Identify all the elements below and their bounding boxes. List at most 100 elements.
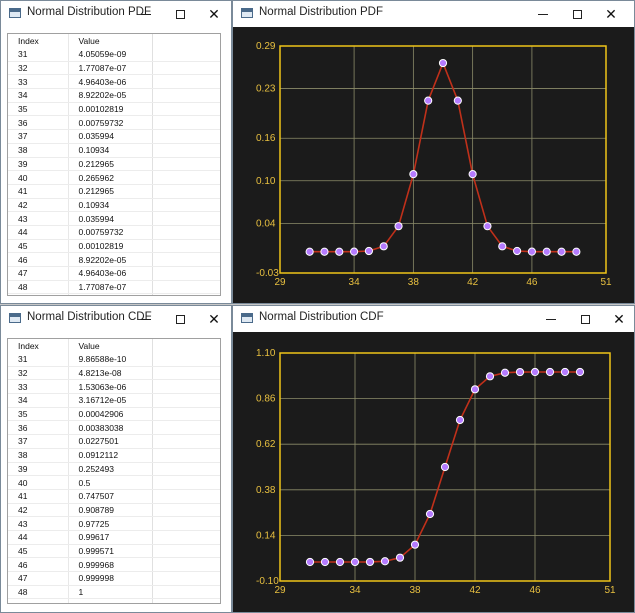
cell-index[interactable]: 47 [8,571,68,586]
table-row[interactable]: 43 0.035994 [8,211,220,226]
cell-value[interactable]: 0.99617 [67,530,152,545]
cell-index[interactable]: 39 [8,157,68,172]
cell-value[interactable]: 4.8213e-08 [67,366,152,381]
cell-index[interactable]: 43 [8,211,68,226]
cell-value[interactable]: 0.035994 [67,211,152,226]
cell-index[interactable]: 32 [8,366,68,381]
cell-value[interactable]: 1 [67,598,152,603]
maximize-button[interactable] [560,1,594,27]
table-row[interactable]: 48 1 [8,585,220,600]
title-bar[interactable]: Normal Distribution CDF ✕ [1,306,231,332]
cell-index[interactable]: 34 [8,88,68,103]
table-row[interactable]: 37 0.035994 [8,129,220,144]
table-row[interactable]: 494.05059e-09 [8,293,220,295]
table-row[interactable]: 31 9.86588e-10 [8,353,220,367]
cell-index[interactable]: 38 [8,143,68,158]
cell-index[interactable]: 39 [8,462,68,477]
cell-value[interactable]: 1.53063e-06 [67,379,152,395]
cell-index[interactable]: 31 [8,48,68,62]
table-row[interactable]: 38 0.10934 [8,143,220,158]
cell-value[interactable]: 0.212965 [67,184,152,199]
table-row[interactable]: 46 8.92202e-05 [8,252,220,267]
maximize-button[interactable] [163,1,197,27]
cell-index[interactable]: 36 [8,420,68,436]
cell-value[interactable]: 0.212965 [67,157,152,172]
cell-value[interactable]: 0.999998 [67,571,152,586]
pdf-chart-window[interactable]: Normal Distribution PDF ✕ 29 34 38 42 46 51 0.… [232,0,635,304]
table-row[interactable]: 41 0.747507 [8,489,220,504]
cell-value[interactable]: 0.00102819 [67,239,152,254]
cell-value[interactable]: 0.5 [67,475,152,490]
data-table[interactable]: Index Value 31 9.86588e-10 32 4.8213e-08 33 1… [7,338,221,604]
title-bar[interactable]: Normal Distribution CDF ✕ [233,306,634,332]
cell-value[interactable]: 0.035994 [67,129,152,144]
table-row[interactable]: 43 0.97725 [8,516,220,531]
table-row[interactable]: 34 8.92202e-05 [8,88,220,103]
title-bar[interactable]: Normal Distribution PDF ✕ [233,1,634,27]
cell-value[interactable]: 0.0912112 [67,448,152,463]
cell-value[interactable]: 4.96403e-06 [67,74,152,90]
cell-index[interactable]: 47 [8,266,68,281]
cell-index[interactable]: 48 [8,280,68,295]
table-row[interactable]: 34 3.16712e-05 [8,393,220,408]
cell-index[interactable]: 37 [8,434,68,449]
table-row[interactable]: 33 1.53063e-06 [8,379,220,395]
table-row[interactable]: 44 0.99617 [8,530,220,545]
table-row[interactable]: 48 1.77087e-07 [8,280,220,295]
table-row[interactable]: 46 0.999968 [8,557,220,572]
cell-index[interactable]: 49 [8,293,68,295]
cell-value[interactable]: 1.77087e-07 [67,280,152,295]
cell-value[interactable]: 0.00102819 [67,102,152,117]
table-row[interactable]: 39 0.252493 [8,462,220,477]
table-row[interactable]: 32 4.8213e-08 [8,366,220,381]
cell-index[interactable]: 42 [8,503,68,518]
cell-index[interactable]: 40 [8,170,68,185]
cell-value[interactable]: 9.86588e-10 [67,353,152,367]
header-index[interactable]: Index [8,34,68,48]
minimize-button[interactable] [129,1,163,27]
cell-index[interactable]: 44 [8,225,68,240]
table-row[interactable]: 36 0.00759732 [8,115,220,131]
table-row[interactable]: 47 0.999998 [8,571,220,586]
cell-index[interactable]: 36 [8,115,68,131]
cell-value[interactable]: 0.999968 [67,557,152,572]
cell-value[interactable]: 0.265962 [67,170,152,185]
table-row[interactable]: 39 0.212965 [8,157,220,172]
table-row[interactable]: 44 0.00759732 [8,225,220,240]
cell-value[interactable]: 0.00759732 [67,225,152,240]
pdf-table-window[interactable]: Normal Distribution PDF ✕ Index Value 31… [0,0,232,304]
header-value[interactable]: Value [67,339,152,353]
cell-value[interactable]: 0.999571 [67,544,152,559]
cell-index[interactable]: 41 [8,184,68,199]
cell-index[interactable]: 42 [8,198,68,213]
cell-value[interactable]: 1.77087e-07 [67,61,152,76]
table-row[interactable]: 38 0.0912112 [8,448,220,463]
table-row[interactable]: 31 4.05059e-09 [8,48,220,62]
header-index[interactable]: Index [8,339,68,353]
cell-index[interactable]: 46 [8,557,68,572]
cell-index[interactable]: 46 [8,252,68,267]
cell-index[interactable]: 43 [8,516,68,531]
cell-value[interactable]: 1 [67,585,152,600]
cell-value[interactable]: 8.92202e-05 [67,88,152,103]
cdf-table-window[interactable]: Normal Distribution CDF ✕ Index Value 31… [0,305,232,613]
cell-index[interactable]: 49 [8,598,68,603]
cell-index[interactable]: 33 [8,379,68,395]
cell-index[interactable]: 48 [8,585,68,600]
cell-index[interactable]: 41 [8,489,68,504]
maximize-button[interactable] [568,306,602,332]
minimize-button[interactable] [526,1,560,27]
cell-value[interactable]: 0.00383038 [67,420,152,436]
cell-value[interactable]: 0.10934 [67,143,152,158]
cdf-chart-window[interactable]: Normal Distribution CDF ✕ 29 34 38 42 46 51 1.… [232,305,635,613]
header-value[interactable]: Value [67,34,152,48]
cell-value[interactable]: 4.05059e-09 [67,48,152,62]
cell-index[interactable]: 37 [8,129,68,144]
cell-value[interactable]: 0.97725 [67,516,152,531]
table-row[interactable]: 41 0.212965 [8,184,220,199]
table-row[interactable]: 37 0.0227501 [8,434,220,449]
cell-index[interactable]: 35 [8,407,68,422]
title-bar[interactable]: Normal Distribution PDF ✕ [1,1,231,27]
maximize-button[interactable] [163,306,197,332]
close-button[interactable]: ✕ [197,1,231,27]
